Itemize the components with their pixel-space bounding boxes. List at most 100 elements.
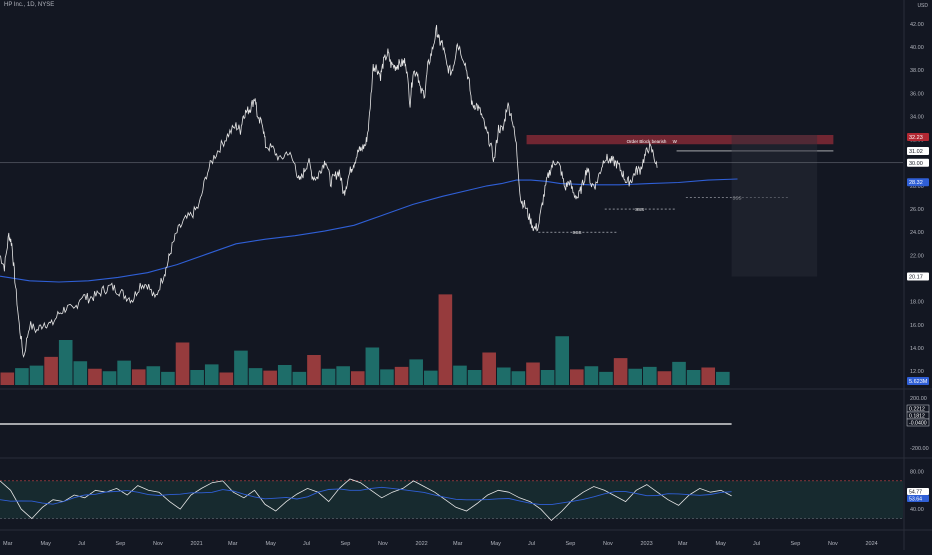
x-tick-label: 2022 <box>416 541 428 547</box>
volume-bar <box>628 368 643 385</box>
y-tick-label: 16.00 <box>910 323 924 329</box>
y-tick-label: 14.00 <box>910 346 924 352</box>
volume-bar <box>73 361 88 385</box>
order-block-label: Order Block bearish <box>627 139 667 144</box>
volume-bar <box>453 365 467 385</box>
volume-bar <box>321 368 336 385</box>
volume-bar <box>423 370 438 385</box>
x-tick-label: May <box>491 541 502 547</box>
osc-label-box <box>906 418 930 427</box>
moving-average-line <box>0 178 738 283</box>
volume-bar <box>117 360 131 385</box>
volume-bar <box>584 366 599 385</box>
volume-bar <box>686 370 701 385</box>
volume-bar <box>643 366 657 385</box>
x-tick-label: Nov <box>603 541 613 547</box>
price-label-box <box>907 132 929 141</box>
x-tick-label: Nov <box>378 541 388 547</box>
rsi-label-box <box>907 495 929 502</box>
x-tick-label: Mar <box>678 541 688 547</box>
currency-label: USD <box>917 3 928 9</box>
volume-bar <box>146 366 161 385</box>
price-line <box>0 24 658 358</box>
volume-bar <box>277 365 292 385</box>
volume-bar <box>29 365 44 385</box>
volume-bar <box>263 370 277 385</box>
price-label: 28.32 <box>909 180 923 186</box>
x-tick-label: Sep <box>566 541 576 547</box>
price-label: 31.02 <box>909 149 923 155</box>
osc-tick: -200.00 <box>910 446 929 452</box>
price-label: 30.00 <box>909 161 923 167</box>
volume-bar <box>292 371 307 385</box>
volume-bar <box>58 340 73 385</box>
y-tick-label: 28.00 <box>910 184 924 190</box>
x-tick-label: Sep <box>116 541 126 547</box>
y-tick-label: 38.00 <box>910 68 924 74</box>
y-tick-label: 42.00 <box>910 22 924 28</box>
rsi-ma-line <box>0 486 732 506</box>
volume-bar <box>555 336 569 385</box>
volume-bar <box>569 369 584 385</box>
volume-bar <box>394 366 409 385</box>
x-tick-label: Jul <box>303 541 310 547</box>
volume-bar <box>467 370 482 385</box>
volume-bar <box>482 352 496 385</box>
volume-bar <box>409 359 423 385</box>
y-tick-label: 26.00 <box>910 207 924 213</box>
x-tick-label: Mar <box>228 541 238 547</box>
volume-bar <box>672 361 686 385</box>
volume-bar <box>15 368 29 385</box>
osc-tick: 200.00 <box>910 396 927 402</box>
projection-box <box>731 135 818 277</box>
x-tick-label: Nov <box>828 541 838 547</box>
volume-bar <box>204 364 219 385</box>
y-tick-label: 40.00 <box>910 45 924 51</box>
volume-bar <box>0 372 15 385</box>
symbol-header: HP Inc., 1D, NYSE <box>4 2 55 8</box>
osc-label: 0.1812 <box>909 414 925 420</box>
volume-bar <box>716 371 730 385</box>
y-tick-label: 36.00 <box>910 91 924 97</box>
price-label-box <box>907 272 929 281</box>
volume-bar <box>336 366 350 385</box>
order-block-suffix: W <box>673 139 678 144</box>
rsi-tick: 40.00 <box>910 507 924 513</box>
x-tick-label: May <box>41 541 52 547</box>
volume-bar <box>219 372 234 385</box>
order-block-zone <box>526 135 834 145</box>
rsi-label-box <box>907 488 929 495</box>
volume-bar <box>190 370 204 385</box>
osc-label: -0.0400 <box>909 421 927 427</box>
volume-bar <box>44 356 58 385</box>
volume-bar <box>175 342 190 385</box>
volume-bar <box>365 347 380 385</box>
sss-label: SSS <box>733 196 742 201</box>
rsi-label: 54.77 <box>909 490 922 496</box>
x-tick-label: 2021 <box>191 541 203 547</box>
y-tick-label: 18.00 <box>910 300 924 306</box>
price-label: 32.23 <box>909 135 923 141</box>
volume-bar <box>234 350 248 385</box>
x-tick-label: Jul <box>78 541 85 547</box>
volume-bar <box>657 371 672 385</box>
volume-bar <box>307 355 321 385</box>
x-tick-label: Sep <box>341 541 351 547</box>
x-tick-label: Jul <box>753 541 760 547</box>
volume-bar <box>511 371 526 385</box>
volume-bar <box>526 362 540 385</box>
y-tick-label: 24.00 <box>910 230 924 236</box>
volume-bar <box>613 358 628 385</box>
volume-bar <box>380 369 394 385</box>
y-tick-label: 22.00 <box>910 253 924 259</box>
y-tick-label: 34.00 <box>910 114 924 120</box>
volume-bar <box>248 368 263 385</box>
volume-bar <box>350 371 365 385</box>
rsi-band <box>0 480 903 519</box>
volume-bar <box>438 294 453 385</box>
volume-bar <box>701 367 716 385</box>
volume-bar <box>131 369 146 385</box>
price-label-box <box>907 158 929 167</box>
